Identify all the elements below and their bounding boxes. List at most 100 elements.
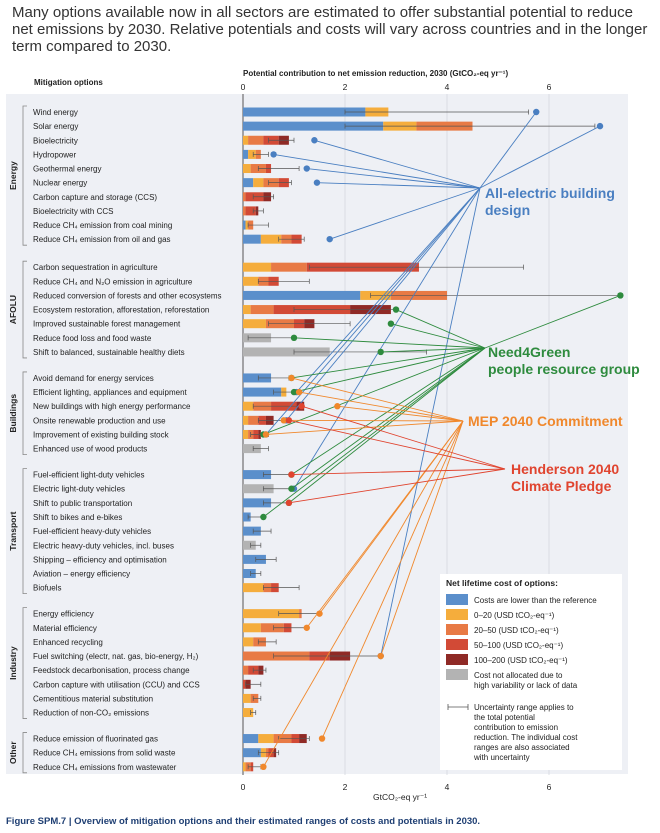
options-header: Mitigation options [34,78,103,87]
uncertainty-note: Uncertainty range applies to the total po… [473,703,578,762]
legend-swatch [446,669,468,680]
bar-segment [245,206,256,216]
legend-swatch [446,654,468,665]
bar-segment [243,554,266,564]
bar-segment [243,748,261,758]
uncertainty-note-line: ranges are also associated [474,743,570,752]
bar-segment [243,192,246,202]
bar-segment [248,149,256,159]
option-label: Solar energy [33,122,78,131]
connector-dot [280,417,287,424]
connector-line [321,420,464,739]
connector-line [288,347,486,504]
uncertainty-note-line: with uncertainty [473,753,530,762]
bar-segment [243,387,282,397]
option-label: Improved sustainable forest management [33,320,181,329]
option-label: Hydropower [33,150,76,159]
headline: Many options available now in all sector… [12,4,648,55]
option-label: Shift to balanced, sustainable healthy d… [33,348,185,357]
sector-label: Buildings [8,394,18,433]
bar-segment [243,347,330,357]
bar-segment [243,679,246,689]
connector-line [291,347,486,490]
connector-line [291,347,486,379]
connector-dot [334,403,341,410]
connector-dot [377,652,384,660]
legend-item-label: 100–200 (USD tCO₂-eq⁻¹) [474,656,568,665]
bar-segment [243,693,251,703]
option-label: Biofuels [33,584,61,593]
option-label: Aviation – energy efficiency [33,570,130,579]
annotation-label: Need4Green people resource group [488,344,640,377]
connector-line [273,153,481,189]
bar-segment [243,276,259,286]
bar-segment [243,526,261,536]
annotation-label: Henderson 2040 Climate Pledge [511,461,619,494]
option-label: Reduced conversion of forests and other … [33,291,222,300]
bar-segment [243,498,272,508]
option-label: Reduce CH₄ emissions from solid waste [33,749,176,758]
annotation-line: Climate Pledge [511,478,612,494]
connector-line [293,347,486,393]
bar-segment [248,415,259,425]
bar-segment [245,220,249,230]
bar-segment [243,637,254,647]
bar-segment [243,135,249,145]
bottom-tick-label: 2 [343,782,348,792]
bar-segment [248,135,264,145]
annotation-label: MEP 2040 Commitment [468,413,623,429]
option-label: New buildings with high energy performan… [33,402,191,411]
option-label: Fuel-efficient heavy-duty vehicles [33,527,151,536]
connector-dot [270,151,277,158]
bar-segment [243,583,264,593]
connector-line [288,468,506,504]
connector-line [306,168,481,189]
bar-segment [253,178,264,188]
bar-segment [243,121,384,131]
option-label: Electric light-duty vehicles [33,485,125,494]
bar-segment [243,373,272,383]
connector-dot [260,513,267,521]
connector-dot [311,137,318,144]
connector-line [301,405,506,470]
connector-line [288,419,506,470]
legend-box [440,574,622,770]
bar-segment [260,623,284,633]
legend-item-label: 50–100 (USD tCO₂-eq⁻¹) [474,641,563,650]
legend-item-label: 0–20 (USD tCO₂-eq⁻¹) [474,611,555,620]
option-label: Bioelectricity with CCS [33,207,113,216]
option-label: Shift to public transportation [33,499,132,508]
top-tick-label: 0 [241,82,246,92]
bar-segment [243,569,256,579]
option-label: Ecosystem restoration, afforestation, re… [33,306,209,315]
bottom-axis-title: GtCO₂-eq yr⁻¹ [373,792,427,802]
bar-segment [243,734,259,744]
option-label: Feedstock decarbonisation, process chang… [33,666,190,675]
option-label: Reduce food loss and food waste [33,334,152,343]
connector-dot [392,306,400,313]
uncertainty-note-line: Uncertainty range applies to [474,703,574,712]
legend-item-line: high variability or lack of data [474,681,578,690]
bar-segment [260,234,282,244]
sector-bracket [22,260,27,359]
connector-line [314,139,481,189]
option-label: Onsite renewable production and use [33,416,166,425]
bar-segment [243,415,249,425]
bar-segment [243,540,256,550]
option-label: Carbon capture and storage (CCS) [33,193,157,202]
connector-line [291,468,506,476]
bar-segment [243,762,246,772]
annotation-line: All-electric building [485,185,615,201]
connector-dot [262,431,270,438]
option-label: Fuel-efficient light-duty vehicles [33,471,144,480]
bar-segment [243,470,272,480]
bar-segment [243,220,246,230]
connector-line [263,347,486,518]
option-label: Reduction of non-CO₂ emissions [33,709,149,718]
connector-dot [290,334,298,342]
annotation-line: design [485,202,530,218]
connector-line [479,125,601,189]
option-label: Reduce CH₄ emissions from wastewater [33,763,177,772]
option-label: Shift to bikes and e-bikes [33,513,122,522]
